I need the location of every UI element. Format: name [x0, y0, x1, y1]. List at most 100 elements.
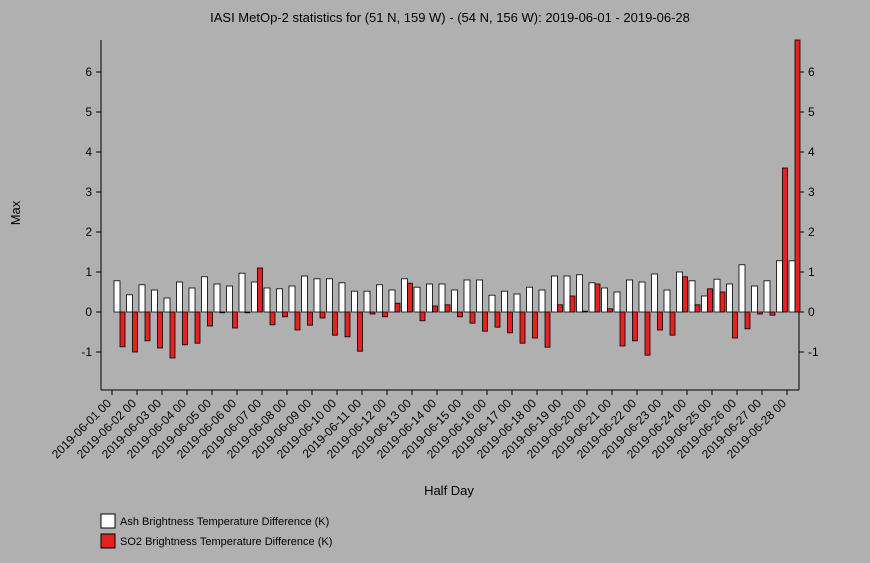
- bar: [457, 311, 463, 318]
- bar: [313, 278, 321, 313]
- y-tick-label-right: 5: [808, 105, 815, 119]
- bar: [182, 311, 188, 346]
- bar: [263, 287, 271, 313]
- bar: [476, 279, 483, 313]
- bar: [532, 311, 538, 339]
- legend-label: Ash Brightness Temperature Difference (K…: [120, 516, 329, 528]
- y-tick-label: 6: [85, 65, 92, 79]
- y-axis-label: Max: [8, 200, 23, 225]
- bar: [794, 39, 801, 313]
- bar: [201, 276, 208, 313]
- bar: [738, 264, 746, 313]
- bar: [119, 311, 126, 348]
- bar: [194, 311, 201, 344]
- bar: [544, 311, 551, 348]
- bar: [451, 289, 458, 313]
- bar: [369, 311, 376, 315]
- bar: [526, 286, 533, 313]
- bar: [788, 260, 796, 313]
- bar: [682, 276, 688, 313]
- y-tick-label-right: 2: [808, 225, 815, 239]
- bar: [594, 283, 601, 313]
- bar: [688, 280, 696, 313]
- bar: [576, 274, 583, 313]
- bar: [213, 283, 221, 313]
- bar: [657, 311, 663, 331]
- legend-swatch: [100, 533, 116, 549]
- bar: [351, 290, 358, 313]
- bar: [663, 289, 671, 313]
- y-tick-label: -1: [81, 345, 92, 359]
- legend-label: SO2 Brightness Temperature Difference (K…: [120, 536, 332, 548]
- bar: [226, 285, 233, 313]
- bar: [144, 311, 151, 342]
- bar: [557, 304, 563, 313]
- bar: [726, 283, 733, 313]
- bar: [357, 311, 363, 352]
- bar: [569, 295, 576, 313]
- bar: [601, 287, 608, 313]
- bar: [132, 311, 138, 353]
- bar: [757, 311, 763, 315]
- bar: [426, 283, 433, 313]
- bar: [319, 311, 326, 319]
- bar: [276, 288, 283, 313]
- x-axis-label: Half Day: [424, 483, 474, 498]
- bar: [513, 293, 521, 313]
- y-tick-label: 2: [85, 225, 92, 239]
- bar: [269, 311, 276, 326]
- bar: [294, 311, 301, 331]
- bar: [176, 281, 183, 313]
- bar: [694, 304, 701, 313]
- y-tick-label: 5: [85, 105, 92, 119]
- bar: [326, 278, 333, 313]
- bar: [507, 311, 513, 334]
- bar: [494, 311, 501, 328]
- bar: [257, 267, 263, 313]
- bar: [163, 297, 171, 313]
- bar: [538, 289, 546, 313]
- bar: [301, 275, 308, 313]
- y-tick-label-right: -1: [808, 345, 819, 359]
- bar: [238, 272, 246, 313]
- bar: [719, 291, 726, 313]
- y-tick-label: 3: [85, 185, 92, 199]
- bar: [519, 311, 526, 344]
- bar: [651, 273, 658, 313]
- y-tick-label-right: 0: [808, 305, 815, 319]
- bar: [638, 281, 646, 313]
- bar: [401, 278, 408, 313]
- bar: [207, 311, 213, 327]
- bar: [394, 302, 401, 313]
- bar: [469, 311, 476, 324]
- y-tick-label-right: 3: [808, 185, 815, 199]
- bar: [669, 311, 676, 336]
- bar: [338, 282, 346, 313]
- bar: [707, 288, 713, 313]
- bar: [613, 291, 621, 313]
- bar: [488, 294, 496, 313]
- bar: [582, 310, 588, 313]
- bar: [376, 284, 383, 313]
- y-tick-label-right: 1: [808, 265, 815, 279]
- bar: [363, 290, 371, 313]
- bar: [676, 271, 683, 313]
- bar: [632, 311, 638, 342]
- bar: [151, 289, 158, 313]
- bar: [701, 295, 708, 313]
- bar: [607, 308, 613, 313]
- bar: [563, 275, 571, 313]
- bar: [126, 294, 133, 313]
- bar: [307, 311, 313, 326]
- bar: [113, 280, 121, 313]
- bar: [413, 286, 421, 313]
- bar: [219, 311, 226, 314]
- bar: [157, 311, 163, 349]
- bar: [438, 283, 446, 313]
- bar: [407, 282, 413, 313]
- bar: [419, 311, 426, 322]
- bar: [782, 167, 788, 313]
- bar: [713, 278, 721, 313]
- bar: [188, 287, 196, 313]
